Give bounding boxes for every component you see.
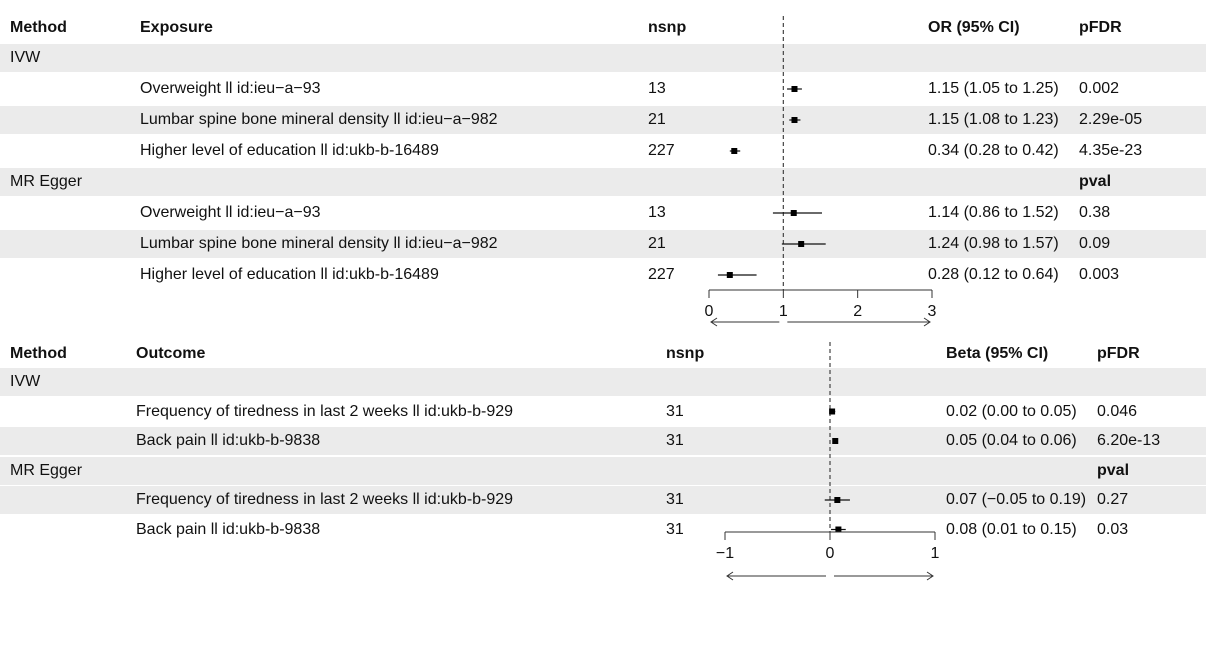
row-label: Higher level of education ll id:ukb-b-16… [140, 142, 439, 159]
x-tick-label: 3 [928, 303, 937, 320]
row-estimate-text: 1.15 (1.08 to 1.23) [928, 111, 1059, 128]
group-band [0, 44, 1206, 72]
group-method-label: IVW [10, 49, 41, 66]
row-nsnp: 31 [666, 520, 684, 538]
group-p-header: pval [1097, 461, 1130, 479]
row-p-value: 0.003 [1079, 266, 1120, 283]
point-estimate [832, 438, 839, 444]
row-p-value: 0.002 [1079, 80, 1120, 97]
row-label: Overweight ll id:ieu−a−93 [140, 80, 321, 97]
header-estimate: OR (95% CI) [928, 19, 1020, 36]
row-p-value: 0.03 [1097, 520, 1129, 538]
row-p-value: 0.38 [1079, 204, 1111, 221]
row-label: Frequency of tiredness in last 2 weeks l… [136, 491, 514, 508]
point-estimate [726, 272, 733, 278]
x-tick-label: 1 [779, 303, 788, 320]
row-estimate-text: 0.34 (0.28 to 0.42) [928, 142, 1059, 159]
row-nsnp: 227 [648, 142, 675, 159]
point-estimate [790, 210, 797, 216]
x-tick-label: 0 [705, 303, 714, 320]
row-estimate-text: 0.08 (0.01 to 0.15) [946, 520, 1077, 538]
forest-plot-exposures: Method Exposure nsnp OR (95% CI) pFDR IVW Over… [0, 16, 1206, 327]
forest-plot-area: −1 0 1 [716, 342, 940, 581]
row-label: Overweight ll id:ieu−a−93 [140, 204, 321, 221]
x-tick-label: 1 [931, 545, 940, 562]
row-nsnp: 21 [648, 235, 666, 252]
row-band [0, 486, 1206, 514]
group-p-header: pval [1079, 173, 1112, 190]
row-band [0, 427, 1206, 455]
row-estimate-text: 0.02 (0.00 to 0.05) [946, 402, 1077, 420]
row-p-value: 6.20e-13 [1097, 432, 1161, 449]
row-estimate-text: 1.15 (1.05 to 1.25) [928, 80, 1059, 97]
header-label: Outcome [136, 345, 206, 362]
x-tick-label: 0 [826, 545, 835, 562]
point-estimate [791, 86, 798, 92]
group-band [0, 456, 1206, 485]
forest-plot-outcomes: Method Outcome nsnp Beta (95% CI) pFDR IVW Fre… [0, 336, 1206, 588]
point-estimate [798, 241, 805, 247]
row-nsnp: 13 [648, 80, 666, 97]
row-estimate-text: 1.24 (0.98 to 1.57) [928, 235, 1059, 252]
group-band [0, 168, 1206, 196]
header-p: pFDR [1079, 19, 1122, 36]
header-nsnp: nsnp [666, 345, 705, 362]
row-estimate-text: 0.07 (−0.05 to 0.19) [946, 491, 1087, 508]
point-estimate [731, 148, 738, 154]
point-estimate [829, 408, 836, 415]
arrow-right-head [926, 571, 934, 581]
group-method-label: MR Egger [10, 173, 83, 190]
arrow-left-head [726, 571, 734, 581]
forest-plot-area: 0 1 2 3 [705, 16, 937, 327]
row-p-value: 4.35e-23 [1079, 142, 1143, 159]
x-tick-label: −1 [716, 545, 734, 562]
row-nsnp: 31 [666, 432, 684, 449]
row-label: Back pain ll id:ukb-b-9838 [136, 432, 321, 449]
row-label: Lumbar spine bone mineral density ll id:… [140, 235, 498, 252]
row-label: Higher level of education ll id:ukb-b-16… [140, 266, 439, 283]
point-estimate [835, 526, 842, 533]
row-nsnp: 31 [666, 402, 684, 420]
row-p-value: 0.09 [1079, 235, 1111, 252]
row-nsnp: 13 [648, 204, 666, 221]
row-estimate-text: 0.05 (0.04 to 0.06) [946, 432, 1077, 449]
header-estimate: Beta (95% CI) [946, 345, 1049, 362]
header-method: Method [10, 345, 67, 362]
row-label: Frequency of tiredness in last 2 weeks l… [136, 402, 514, 420]
row-band [0, 230, 1206, 258]
arrow-right-head [923, 317, 931, 327]
row-nsnp: 31 [666, 491, 684, 508]
arrow-left-head [710, 317, 718, 327]
row-label: Back pain ll id:ukb-b-9838 [136, 520, 321, 538]
row-label: Lumbar spine bone mineral density ll id:… [140, 111, 498, 128]
row-band [0, 106, 1206, 134]
row-nsnp: 227 [648, 266, 675, 283]
x-tick-label: 2 [853, 303, 862, 320]
row-p-value: 2.29e-05 [1079, 111, 1143, 128]
row-nsnp: 21 [648, 111, 666, 128]
group-band [0, 368, 1206, 396]
point-estimate [834, 497, 841, 503]
header-method: Method [10, 19, 67, 36]
row-estimate-text: 0.28 (0.12 to 0.64) [928, 266, 1059, 283]
row-estimate-text: 1.14 (0.86 to 1.52) [928, 204, 1059, 221]
row-p-value: 0.046 [1097, 402, 1138, 420]
group-method-label: IVW [10, 373, 41, 390]
header-nsnp: nsnp [648, 19, 687, 36]
point-estimate [791, 117, 798, 123]
group-method-label: MR Egger [10, 461, 83, 479]
header-p: pFDR [1097, 345, 1140, 362]
header-label: Exposure [140, 19, 213, 36]
row-p-value: 0.27 [1097, 491, 1129, 508]
